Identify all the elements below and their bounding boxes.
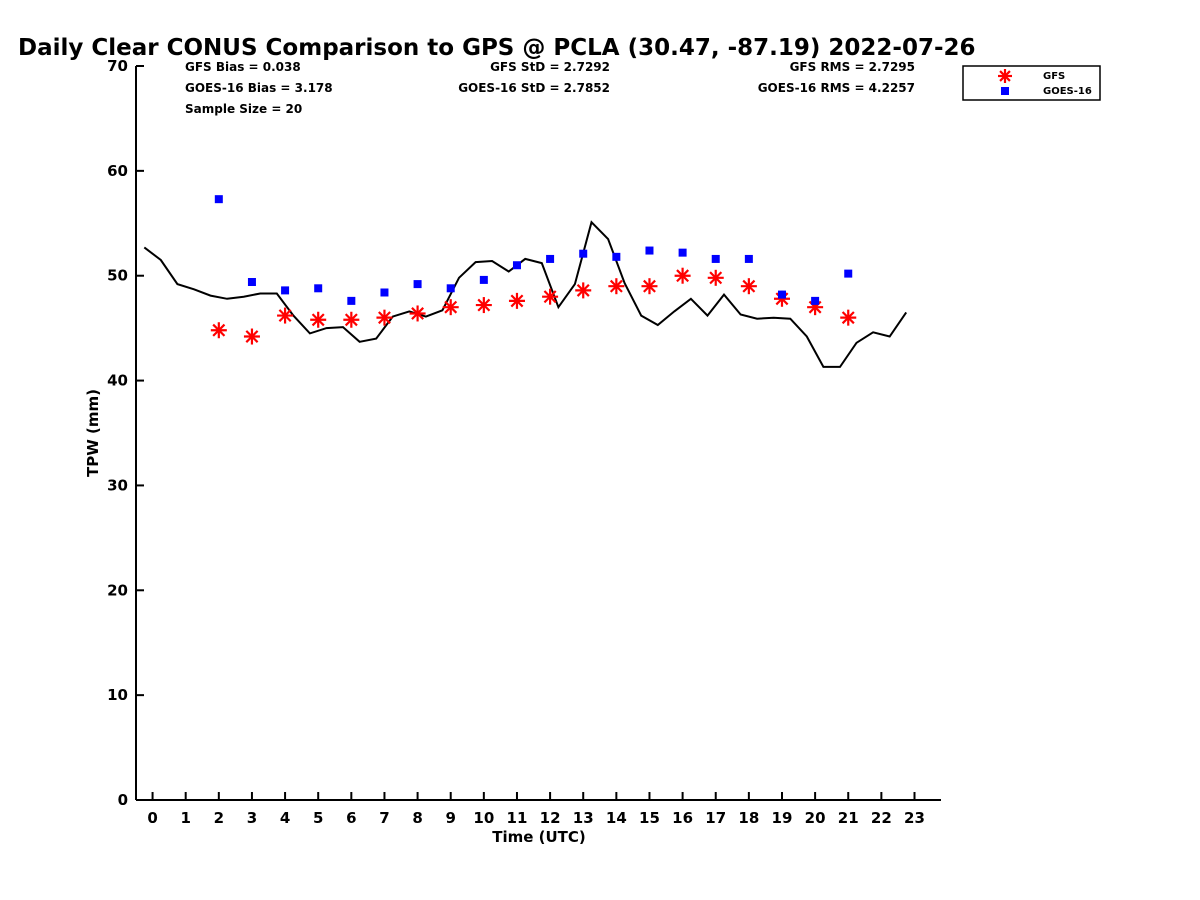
- x-tick-label: 1: [180, 809, 190, 827]
- x-tick-label: 5: [313, 809, 323, 827]
- goes-std-stat: GOES-16 StD = 2.7852: [458, 81, 610, 95]
- x-tick-label: 6: [346, 809, 356, 827]
- goes-point: [612, 252, 621, 261]
- stats-box: GFS Bias = 0.038 GOES-16 Bias = 3.178 Sa…: [185, 60, 915, 116]
- legend-goes-symbol: [1001, 87, 1009, 95]
- x-tick-label: 9: [445, 809, 455, 827]
- chart-title: Daily Clear CONUS Comparison to GPS @ PC…: [18, 35, 976, 61]
- sample-size-stat: Sample Size = 20: [185, 102, 302, 116]
- x-tick-label: 0: [147, 809, 157, 827]
- gfs-point: [243, 328, 260, 345]
- gfs-point: [376, 309, 393, 326]
- gfs-point: [409, 305, 426, 322]
- goes-point: [579, 249, 588, 258]
- gfs-point: [674, 267, 691, 284]
- x-tick-label: 7: [379, 809, 389, 827]
- goes-rms-stat: GOES-16 RMS = 4.2257: [758, 81, 915, 95]
- x-tick-label: 17: [705, 809, 726, 827]
- plot-area: [143, 195, 908, 368]
- x-tick-label: 20: [805, 809, 826, 827]
- gfs-std-stat: GFS StD = 2.7292: [490, 60, 610, 74]
- gfs-point: [641, 278, 658, 295]
- goes-point: [413, 280, 422, 289]
- x-tick-label: 11: [507, 809, 528, 827]
- goes-point: [844, 269, 853, 278]
- goes-point: [546, 254, 555, 263]
- y-axis-label: TPW (mm): [84, 389, 102, 477]
- goes-point: [446, 284, 455, 293]
- gfs-point: [740, 278, 757, 295]
- x-tick-label: 18: [738, 809, 759, 827]
- gfs-point: [310, 311, 327, 328]
- x-tick-label: 3: [247, 809, 257, 827]
- x-axis-label: Time (UTC): [492, 828, 586, 846]
- goes-point: [777, 290, 786, 299]
- x-tick-label: 16: [672, 809, 693, 827]
- goes-point: [314, 284, 323, 293]
- goes-point: [380, 288, 389, 297]
- y-tick-label: 50: [107, 267, 128, 285]
- goes-point: [744, 254, 753, 263]
- legend-gfs-label: GFS: [1043, 71, 1065, 82]
- goes-point: [347, 296, 356, 305]
- legend: GFS GOES-16: [962, 65, 1101, 101]
- goes-point: [678, 248, 687, 257]
- goes-point: [711, 254, 720, 263]
- x-tick-label: 19: [772, 809, 793, 827]
- y-tick-label: 0: [118, 791, 128, 809]
- goes-point: [214, 195, 223, 204]
- y-tick-label: 70: [107, 57, 128, 75]
- gfs-point: [475, 297, 492, 314]
- gfs-bias-stat: GFS Bias = 0.038: [185, 60, 301, 74]
- gfs-point: [707, 269, 724, 286]
- legend-goes-label: GOES-16: [1043, 86, 1092, 97]
- gfs-point: [442, 299, 459, 316]
- y-tick-label: 40: [107, 372, 128, 390]
- gfs-point: [840, 309, 857, 326]
- goes-point: [811, 296, 820, 305]
- gfs-rms-stat: GFS RMS = 2.7295: [790, 60, 915, 74]
- gfs-point: [343, 311, 360, 328]
- legend-box: [962, 65, 1101, 101]
- x-tick-label: 13: [573, 809, 594, 827]
- y-tick-label: 30: [107, 476, 128, 494]
- legend-gfs-symbol: [998, 69, 1012, 83]
- legend-goes-marker: [1001, 87, 1009, 95]
- x-tick-label: 22: [871, 809, 892, 827]
- x-tick-label: 12: [540, 809, 561, 827]
- gfs-point: [575, 282, 592, 299]
- x-tick-label: 21: [838, 809, 859, 827]
- gfs-point: [608, 278, 625, 295]
- x-tick-label: 2: [214, 809, 224, 827]
- x-tick-label: 23: [904, 809, 925, 827]
- y-tick-label: 10: [107, 686, 128, 704]
- goes-point: [645, 246, 654, 255]
- x-tick-label: 14: [606, 809, 627, 827]
- gfs-point: [210, 322, 227, 339]
- x-tick-label: 10: [473, 809, 494, 827]
- gps-series-line: [143, 220, 908, 368]
- x-tick-label: 8: [412, 809, 422, 827]
- goes-bias-stat: GOES-16 Bias = 3.178: [185, 81, 333, 95]
- y-tick-label: 20: [107, 581, 128, 599]
- gfs-point: [542, 288, 559, 305]
- legend-gfs-marker: [998, 69, 1012, 83]
- goes-point: [479, 275, 488, 284]
- gfs-point: [277, 307, 294, 324]
- goes-point: [512, 261, 521, 270]
- x-tick-label: 4: [280, 809, 290, 827]
- gfs-point: [508, 292, 525, 309]
- y-tick-label: 60: [107, 162, 128, 180]
- goes-point: [247, 278, 256, 287]
- x-tick-label: 15: [639, 809, 660, 827]
- goes-point: [281, 286, 290, 295]
